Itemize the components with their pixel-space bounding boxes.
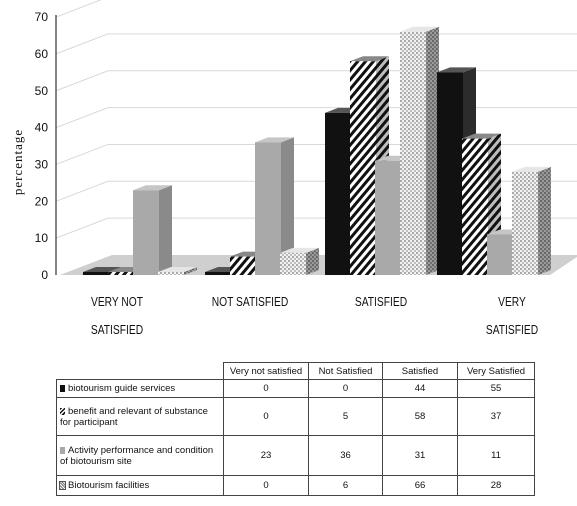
- table-cell: 31: [382, 435, 458, 476]
- bar-front: [462, 138, 488, 275]
- legend-swatch-black: [60, 385, 65, 392]
- y-tick-label: 70: [35, 10, 49, 24]
- bar-biotourism-0: [158, 267, 197, 275]
- table-row: benefit and relevant of substance for pa…: [56, 397, 535, 436]
- bar-front: [158, 272, 184, 275]
- y-tick-label: 50: [35, 84, 49, 98]
- bar-side: [159, 185, 172, 275]
- bar-top: [255, 137, 294, 143]
- bar-front: [375, 160, 401, 275]
- table-cell: 11: [457, 435, 535, 476]
- y-tick-label: 10: [35, 231, 49, 245]
- bar-biotourism-1: [280, 247, 319, 275]
- table-header: Satisfied: [382, 362, 458, 380]
- table-cell: 44: [382, 379, 458, 398]
- bar-side: [426, 26, 439, 275]
- y-tick-label: 30: [35, 157, 49, 171]
- bar-front: [280, 252, 306, 275]
- bar-front: [487, 234, 513, 275]
- bar-activity-0: [133, 185, 172, 275]
- bar-front: [108, 272, 134, 275]
- table-row: Activity performance and condition of bi…: [56, 435, 535, 476]
- table-header-row: Very not satisfied Not Satisfied Satisfi…: [56, 362, 535, 380]
- table-cell: 23: [223, 435, 309, 476]
- x-category-label: SATISFIED: [354, 295, 408, 309]
- table-cell: 55: [457, 379, 535, 398]
- y-tick-label: 60: [35, 47, 49, 61]
- table-cell: 37: [457, 397, 535, 436]
- bar-chart: 0 10 20 30 40 50 60 70 percentage: [10, 0, 577, 282]
- x-category-label: VERY SATISFIED: [485, 295, 539, 337]
- bar-front: [437, 72, 463, 275]
- table-header: Not Satisfied: [308, 362, 383, 380]
- table-cell: 6: [308, 475, 383, 496]
- gridline: [55, 70, 577, 92]
- bar-biotourism-2: [400, 26, 439, 276]
- table-cell: 0: [223, 397, 309, 436]
- row-label: Biotourism facilities: [68, 480, 150, 491]
- legend-swatch-dotted: [59, 481, 66, 490]
- bar-front: [230, 256, 256, 275]
- y-axis: 0 10 20 30 40 50 60 70: [35, 10, 57, 282]
- bar-side: [281, 137, 294, 275]
- table-header: Very not satisfied: [223, 362, 309, 380]
- table-cell: 0: [308, 379, 383, 398]
- bar-top: [158, 267, 197, 272]
- bar-top: [133, 185, 172, 191]
- bar-top: [350, 56, 389, 62]
- data-table: Very not satisfied Not Satisfied Satisfi…: [56, 362, 535, 496]
- y-tick-label: 0: [41, 268, 48, 282]
- y-axis-label: percentage: [10, 129, 25, 195]
- y-tick-label: 40: [35, 121, 49, 135]
- bar-front: [350, 61, 376, 275]
- x-category-label: VERY NOT SATISFIED: [90, 295, 144, 337]
- bar-front: [325, 112, 351, 275]
- bar-top: [400, 26, 439, 32]
- row-label: benefit and relevant of substance for pa…: [60, 405, 208, 428]
- gridline: [55, 107, 577, 129]
- legend-swatch-gray: [60, 446, 65, 454]
- table-header: Very Satisfied: [457, 362, 535, 380]
- bar-front: [400, 31, 426, 276]
- table-cell: 5: [308, 397, 383, 436]
- bar-biotourism-3: [512, 166, 551, 275]
- gridline: [55, 33, 577, 55]
- bar-top: [280, 247, 319, 253]
- bar-activity-1: [255, 137, 294, 275]
- bar-side: [538, 166, 551, 275]
- table-cell: 66: [382, 475, 458, 496]
- table-cell: 0: [223, 379, 309, 398]
- bar-front: [255, 142, 281, 275]
- x-category-label: NOT SATISFIED: [211, 295, 289, 309]
- bar-front: [83, 272, 109, 275]
- y-tick-label: 20: [35, 194, 49, 208]
- bar-side: [306, 247, 319, 275]
- table-cell: 58: [382, 397, 458, 436]
- table-cell: 0: [223, 475, 309, 496]
- table-cell: 28: [457, 475, 535, 496]
- row-label: biotourism guide services: [68, 383, 176, 394]
- bar-front: [512, 171, 538, 275]
- bar-top: [437, 67, 476, 73]
- row-label: Activity performance and condition of bi…: [60, 444, 214, 467]
- gridline: [55, 0, 102, 18]
- bar-side: [184, 267, 197, 275]
- table-corner: [56, 362, 224, 380]
- table-cell: 36: [308, 435, 383, 476]
- legend-swatch-diagonal: [60, 407, 65, 415]
- bar-top: [512, 166, 551, 172]
- table-row: Biotourism facilities 0 6 66 28: [56, 475, 535, 496]
- bar-front: [133, 190, 159, 275]
- bar-front: [205, 272, 231, 275]
- bars: [83, 26, 551, 276]
- bar-top: [462, 133, 501, 139]
- table-row: biotourism guide services 0 0 44 55: [56, 379, 535, 398]
